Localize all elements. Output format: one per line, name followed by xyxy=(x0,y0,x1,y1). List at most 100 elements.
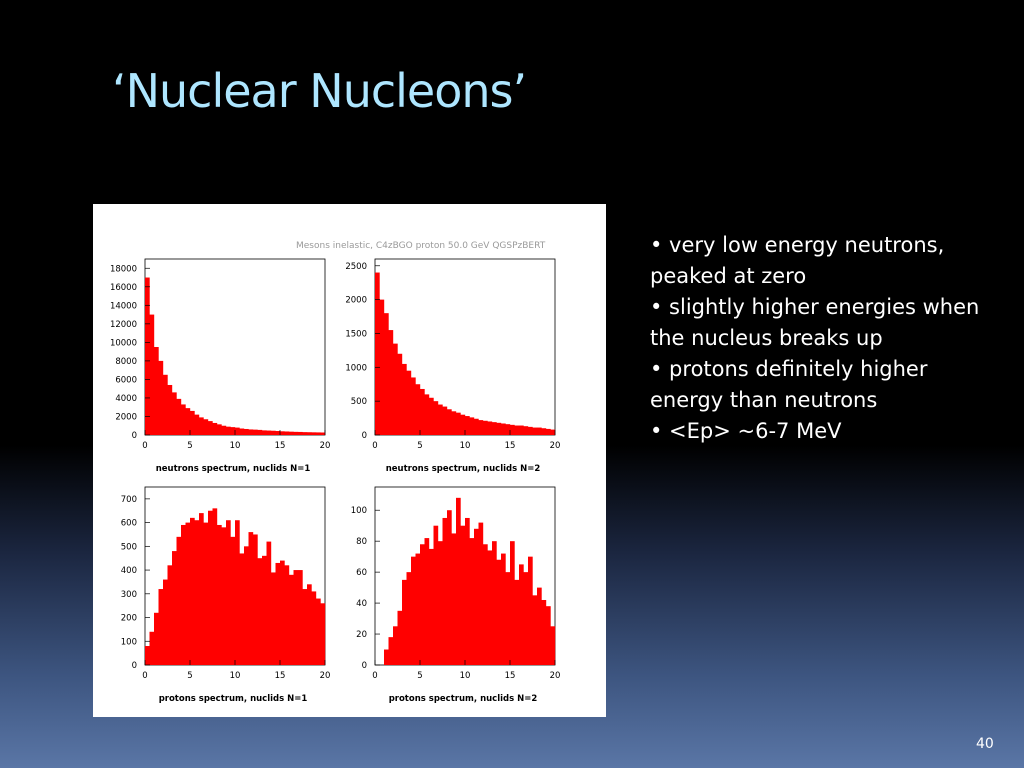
histogram-bar xyxy=(429,548,434,665)
histogram-bar xyxy=(149,314,155,435)
histogram-bar xyxy=(217,524,222,665)
histogram-bar xyxy=(406,370,412,435)
histogram-bar xyxy=(532,595,538,665)
histogram-bar xyxy=(519,425,524,435)
histogram-bar xyxy=(501,423,506,435)
x-axis-label: protons spectrum, nuclids N=1 xyxy=(159,694,308,704)
histogram-bar xyxy=(492,422,497,435)
histogram-bar xyxy=(158,589,164,665)
histogram-bar xyxy=(415,384,421,435)
histogram-bar xyxy=(447,409,452,435)
histogram-bar xyxy=(550,626,556,665)
y-tick-label: 6000 xyxy=(115,375,137,385)
histogram-bar xyxy=(460,414,466,435)
histogram-bar xyxy=(203,522,209,665)
histogram-bar xyxy=(320,432,326,435)
histogram-bar xyxy=(420,388,425,435)
histogram-bar xyxy=(384,313,389,435)
histogram-bar xyxy=(465,517,470,665)
histogram-grid: Mesons inelastic, C4zBGO proton 50.0 GeV… xyxy=(110,241,561,704)
y-tick-label: 18000 xyxy=(110,264,137,274)
page-number: 40 xyxy=(976,736,994,752)
y-tick-label: 600 xyxy=(121,519,137,529)
y-tick-label: 14000 xyxy=(110,301,137,311)
histogram-bar xyxy=(469,417,475,435)
y-tick-label: 700 xyxy=(121,495,137,505)
histogram-bar xyxy=(257,558,263,665)
histogram-bar xyxy=(271,572,276,665)
histogram-bar xyxy=(505,424,511,435)
x-axis-label: neutrons spectrum, nuclids N=2 xyxy=(386,464,541,474)
y-tick-label: 100 xyxy=(121,637,137,647)
y-tick-label: 1000 xyxy=(345,363,367,373)
histogram-bar xyxy=(275,431,281,435)
y-tick-label: 1500 xyxy=(345,329,367,339)
histogram-bar xyxy=(230,427,236,435)
histogram-bar xyxy=(384,649,389,665)
histogram-bar xyxy=(208,421,213,435)
histogram-bar xyxy=(447,510,452,665)
histogram-bar xyxy=(163,374,168,435)
histogram-bar xyxy=(505,572,511,665)
x-tick-label: 10 xyxy=(230,441,241,451)
histogram-bar xyxy=(176,398,182,435)
histogram-bar xyxy=(185,408,191,435)
histogram-panel-3: 0 100 200 300 400 500 600 700 0 5 10 15 20 protons sp… xyxy=(121,486,330,704)
histogram-bar xyxy=(388,330,394,435)
histogram-bar xyxy=(438,541,443,665)
histogram-bar xyxy=(172,392,177,435)
histogram-bar xyxy=(212,422,218,435)
histogram-bar xyxy=(239,428,245,435)
histogram-bar xyxy=(230,536,236,665)
x-tick-label: 15 xyxy=(275,671,286,681)
bullet-item: • <Ep> ~6-7 MeV xyxy=(650,419,842,443)
histogram-figure: Mesons inelastic, C4zBGO proton 50.0 GeV… xyxy=(93,204,606,717)
histogram-bar xyxy=(289,574,294,665)
histogram-bar xyxy=(248,429,254,435)
histogram-bar xyxy=(451,411,457,435)
histogram-bar xyxy=(194,414,200,435)
histogram-bar xyxy=(194,520,200,665)
x-tick-label: 20 xyxy=(550,671,561,681)
y-tick-label: 500 xyxy=(351,397,367,407)
x-axis-label: neutrons spectrum, nuclids N=1 xyxy=(156,464,311,474)
histogram-bar xyxy=(474,528,479,665)
histogram-bar xyxy=(262,430,267,435)
histogram-bar xyxy=(275,562,281,665)
histogram-bar xyxy=(528,426,533,435)
histogram-bar xyxy=(253,429,258,435)
histogram-bar xyxy=(433,401,439,435)
y-tick-label: 2500 xyxy=(345,262,367,272)
histogram-bar xyxy=(167,565,173,665)
histogram-bar xyxy=(154,347,159,435)
y-tick-label: 40 xyxy=(356,599,367,609)
x-tick-label: 5 xyxy=(187,671,192,681)
histogram-bar xyxy=(320,603,326,665)
histogram-bar xyxy=(379,299,385,435)
histogram-bar xyxy=(280,431,285,435)
histogram-bar xyxy=(510,541,515,665)
histogram-bar xyxy=(424,394,430,435)
histogram-bar xyxy=(221,425,227,435)
histogram-bar xyxy=(397,353,403,435)
histogram-bar xyxy=(208,510,213,665)
histogram-bar xyxy=(523,572,529,665)
histogram-bar xyxy=(411,556,416,665)
bullet-item: • very low energy neutrons, peaked at ze… xyxy=(650,233,945,288)
histogram-bar xyxy=(203,419,209,435)
histogram-bar xyxy=(393,626,398,665)
histogram-panel-4: 0 20 40 60 80 100 0 5 10 15 20 protons spectrum, nu… xyxy=(351,486,561,704)
histogram-bar xyxy=(253,534,258,665)
histogram-bar xyxy=(519,564,524,665)
histogram-bar xyxy=(532,427,538,435)
x-tick-label: 10 xyxy=(460,441,471,451)
histogram-bar xyxy=(176,536,182,665)
histogram-bar xyxy=(465,416,470,435)
histogram-bar xyxy=(537,587,542,665)
y-tick-label: 20 xyxy=(356,630,367,640)
x-tick-label: 15 xyxy=(505,671,516,681)
y-tick-label: 60 xyxy=(356,568,367,578)
histogram-bar xyxy=(212,508,218,665)
y-tick-label: 0 xyxy=(362,661,367,671)
histogram-bar xyxy=(451,533,457,665)
